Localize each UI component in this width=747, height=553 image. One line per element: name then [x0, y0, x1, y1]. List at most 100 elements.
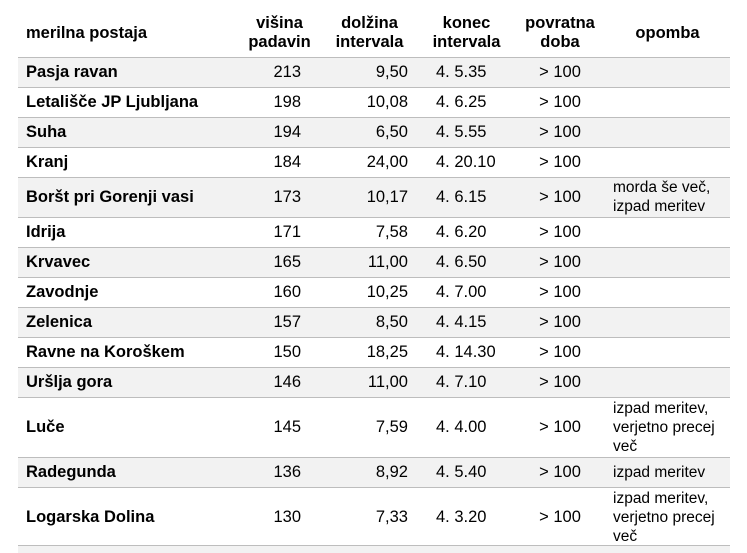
cell-note: izpad meritev, verjetno precej več: [613, 399, 715, 455]
cell-interval-end: 4. 6.50: [436, 252, 487, 271]
cell-precipitation: 160: [273, 282, 301, 301]
cell-precipitation: 194: [273, 122, 301, 141]
cell-return-period: > 100: [539, 252, 581, 271]
cell-return-period: > 100: [539, 372, 581, 391]
next-row-partial: [18, 545, 730, 553]
cell-duration: 8,92: [375, 462, 408, 481]
cell-precipitation: 171: [273, 222, 301, 241]
cell-note: izpad meritev, verjetno precej več: [613, 489, 715, 545]
header-precipitation-line1: višina: [256, 14, 303, 33]
cell-duration: 7,59: [375, 417, 408, 436]
cell-note: [605, 277, 730, 307]
table-row: Boršt pri Gorenji vasi 173 10,17 4. 6.15…: [18, 177, 730, 217]
cell-interval-end: 4. 6.25: [436, 92, 487, 111]
cell-duration: 7,33: [375, 507, 408, 526]
cell-note: [605, 117, 730, 147]
cell-note: izpad meritev: [613, 463, 706, 481]
cell-interval-end: 4. 6.15: [436, 187, 487, 206]
cell-note: [605, 337, 730, 367]
cut-off-caption: [0, 0, 747, 8]
cell-duration: 18,25: [366, 342, 408, 361]
cell-duration: 11,00: [367, 372, 408, 391]
cell-precipitation: 165: [273, 252, 301, 271]
table-row: Letališče JP Ljubljana 198 10,08 4. 6.25…: [18, 87, 730, 117]
cell-interval-end: 4. 20.10: [436, 152, 496, 171]
cell-duration: 24,00: [366, 152, 408, 171]
cell-interval-end: 4. 6.20: [436, 222, 487, 241]
cell-duration: 6,50: [375, 122, 408, 141]
cell-return-period: > 100: [539, 62, 581, 81]
cell-interval-end: 4. 7.10: [436, 372, 487, 391]
cell-interval-end: 4. 7.00: [436, 282, 487, 301]
cell-station: Kranj: [26, 152, 69, 171]
cell-note: [605, 307, 730, 337]
cell-return-period: > 100: [539, 222, 581, 241]
header-station: merilna postaja: [26, 23, 148, 42]
table-row: Zelenica 157 8,50 4. 4.15 > 100: [18, 307, 730, 337]
cell-return-period: > 100: [539, 122, 581, 141]
cell-note: [605, 147, 730, 177]
table-row: Ravne na Koroškem 150 18,25 4. 14.30 > 1…: [18, 337, 730, 367]
cell-duration: 10,25: [366, 282, 408, 301]
cell-duration: 8,50: [375, 312, 408, 331]
cell-precipitation: 173: [273, 187, 301, 206]
cell-return-period: > 100: [539, 152, 581, 171]
cell-station: Boršt pri Gorenji vasi: [26, 187, 194, 206]
cell-precipitation: 130: [273, 507, 301, 526]
cell-station: Zelenica: [26, 312, 93, 331]
cell-station: Letališče JP Ljubljana: [26, 92, 199, 111]
header-duration-line1: dolžina: [341, 14, 398, 33]
cell-precipitation: 136: [273, 462, 301, 481]
cell-station: Idrija: [26, 222, 66, 241]
header-interval-end-line1: konec: [442, 14, 491, 33]
cell-interval-end: 4. 4.00: [436, 417, 487, 436]
header-interval-end: konec intervala: [418, 10, 515, 57]
cell-return-period: > 100: [539, 282, 581, 301]
cell-precipitation: 213: [273, 62, 301, 81]
precipitation-table: merilna postaja višina padavin dolžina i…: [18, 10, 730, 547]
cell-precipitation: 150: [273, 342, 301, 361]
table-row: Kranj 184 24,00 4. 20.10 > 100: [18, 147, 730, 177]
cell-duration: 10,17: [366, 187, 408, 206]
table-row: Pasja ravan 213 9,50 4. 5.35 > 100: [18, 57, 730, 87]
cell-interval-end: 4. 4.15: [436, 312, 487, 331]
cell-precipitation: 198: [273, 92, 301, 111]
cell-note: [605, 367, 730, 397]
cell-interval-end: 4. 5.40: [436, 462, 487, 481]
header-duration: dolžina intervala: [321, 10, 418, 57]
cell-note: morda še več, izpad meritev: [613, 179, 711, 215]
cell-return-period: > 100: [539, 417, 581, 436]
header-precipitation-line2: padavin: [248, 33, 311, 52]
table-row: Luče 145 7,59 4. 4.00 > 100 izpad merite…: [18, 397, 730, 457]
cell-return-period: > 100: [539, 187, 581, 206]
cell-note: [605, 247, 730, 277]
cell-note: [605, 87, 730, 117]
cell-station: Pasja ravan: [26, 62, 118, 81]
table-row: Zavodnje 160 10,25 4. 7.00 > 100: [18, 277, 730, 307]
cell-note: [605, 57, 730, 87]
header-return-period-line2: doba: [540, 33, 580, 52]
cell-station: Uršlja gora: [26, 372, 113, 391]
cell-station: Logarska Dolina: [26, 507, 155, 526]
cell-duration: 7,58: [375, 222, 408, 241]
cell-note: [605, 217, 730, 247]
header-return-period: povratna doba: [515, 10, 605, 57]
cell-station: Luče: [26, 417, 65, 436]
table-row: Suha 194 6,50 4. 5.55 > 100: [18, 117, 730, 147]
cell-station: Krvavec: [26, 252, 91, 271]
cell-duration: 11,00: [367, 252, 408, 271]
header-duration-line2: intervala: [335, 33, 404, 52]
cell-return-period: > 100: [539, 342, 581, 361]
cell-return-period: > 100: [539, 462, 581, 481]
cell-return-period: > 100: [539, 507, 581, 526]
cell-interval-end: 4. 3.20: [436, 507, 487, 526]
table-row: Radegunda 136 8,92 4. 5.40 > 100 izpad m…: [18, 457, 730, 487]
header-note: opomba: [635, 23, 700, 42]
table-row: Krvavec 165 11,00 4. 6.50 > 100: [18, 247, 730, 277]
cell-duration: 9,50: [375, 62, 408, 81]
cell-precipitation: 146: [273, 372, 301, 391]
cell-return-period: > 100: [539, 312, 581, 331]
table-row: Idrija 171 7,58 4. 6.20 > 100: [18, 217, 730, 247]
cell-return-period: > 100: [539, 92, 581, 111]
cell-duration: 10,08: [366, 92, 408, 111]
